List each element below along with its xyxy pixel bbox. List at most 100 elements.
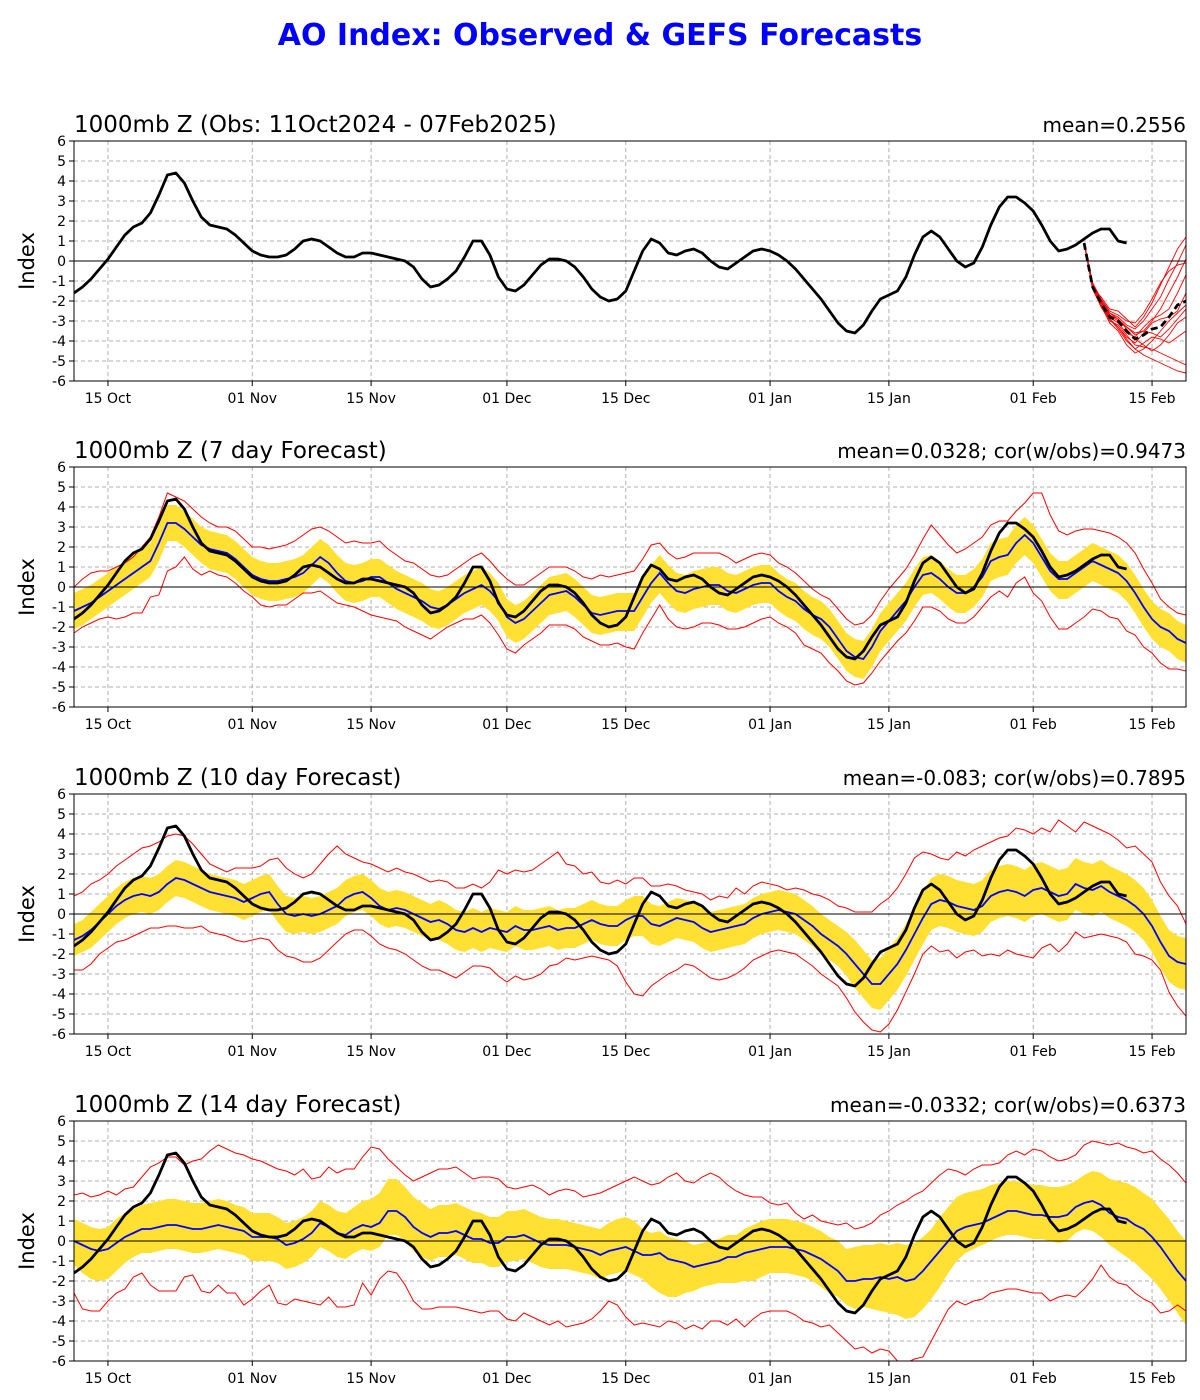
y-tick-label: -5 [52,1334,66,1350]
observed-line [74,1151,1127,1315]
y-tick-label: 0 [57,1234,66,1250]
ensemble-member-line [1083,236,1186,328]
y-tick-label: 2 [57,867,66,883]
observed-line [74,497,1127,661]
y-tick-label: 2 [57,1194,66,1210]
y-tick-label: -3 [52,1294,66,1310]
x-tick-label: 01 Jan [748,717,792,733]
y-tick-label: -1 [52,274,66,290]
x-tick-label: 15 Feb [1129,391,1176,407]
x-tick-label: 15 Jan [867,391,911,407]
panel-stat: mean=0.2556 [1043,113,1186,137]
y-tick-label: 4 [57,1154,66,1170]
y-tick-label: -2 [52,620,66,636]
y-tick-label: -6 [52,700,66,716]
x-tick-label: 01 Dec [482,717,531,733]
y-tick-label: -2 [52,947,66,963]
extreme-lower-line [74,925,1186,1033]
x-tick-label: 01 Feb [1010,1371,1057,1387]
x-tick-label: 15 Nov [346,1371,396,1387]
x-tick-label: 01 Jan [748,391,792,407]
panel-3: -6 -5 -4 -3 -2 -1 0 1 2 3 4 5 6 15 Oct 01 Nov 15 Nov 01 … [15,765,1187,1060]
panel-title: 1000mb Z (10 day Forecast) [74,765,401,791]
extreme-upper-line [74,492,1186,626]
extreme-lower-line [74,1264,1186,1361]
y-tick-label: -1 [52,600,66,616]
y-tick-label: 6 [57,460,66,476]
extreme-upper-line [74,819,1186,925]
y-tick-label: 4 [57,500,66,516]
panel-stat: mean=-0.0332; cor(w/obs)=0.6373 [830,1093,1186,1117]
y-tick-label: -1 [52,1254,66,1270]
x-tick-label: 01 Feb [1010,391,1057,407]
x-tick-label: 15 Oct [85,1044,132,1060]
x-tick-label: 15 Feb [1129,717,1176,733]
y-tick-label: 0 [57,254,66,270]
ensemble-member-line [1083,242,1186,344]
y-tick-label: 4 [57,827,66,843]
y-axis-label: Index [15,558,39,616]
y-tick-label: -4 [52,987,66,1003]
observed-line [74,824,1127,988]
plot-area [74,819,1186,1033]
plot-area [74,1140,1186,1361]
ensemble-member-line [1083,242,1186,324]
x-tick-label: 15 Nov [346,391,396,407]
panel-stat: mean=-0.083; cor(w/obs)=0.7895 [843,766,1186,790]
y-tick-label: -3 [52,967,66,983]
y-tick-label: 6 [57,787,66,803]
y-tick-label: -5 [52,680,66,696]
x-tick-label: 15 Oct [85,1371,132,1387]
observed-line [74,171,1127,335]
x-tick-label: 01 Dec [482,391,531,407]
x-tick-label: 15 Jan [867,1044,911,1060]
x-tick-label: 01 Jan [748,1044,792,1060]
panel-title: 1000mb Z (Obs: 11Oct2024 - 07Feb2025) [74,112,557,138]
x-tick-label: 01 Dec [482,1044,531,1060]
y-tick-label: 5 [57,480,66,496]
figure-title: AO Index: Observed & GEFS Forecasts [277,18,923,53]
panel-stat: mean=0.0328; cor(w/obs)=0.9473 [837,439,1186,463]
y-tick-label: -4 [52,1314,66,1330]
x-tick-label: 01 Nov [227,1044,277,1060]
y-tick-label: -3 [52,640,66,656]
x-tick-label: 15 Feb [1129,1044,1176,1060]
extreme-upper-line [74,1140,1186,1230]
y-tick-label: 3 [57,847,66,863]
x-tick-label: 15 Dec [601,1044,650,1060]
y-tick-label: -6 [52,1027,66,1043]
y-axis-label: Index [15,1212,39,1270]
x-tick-label: 01 Feb [1010,717,1057,733]
x-tick-label: 01 Feb [1010,1044,1057,1060]
y-tick-label: 5 [57,154,66,170]
spread-band [74,505,1186,679]
y-tick-label: -1 [52,927,66,943]
y-tick-label: 3 [57,194,66,210]
y-tick-label: 3 [57,1174,66,1190]
y-tick-label: 1 [57,1214,66,1230]
ensemble-member-line [1083,242,1186,366]
x-tick-label: 01 Dec [482,1371,531,1387]
x-tick-label: 15 Dec [601,717,650,733]
spread-band [74,1171,1186,1325]
panel-4: -6 -5 -4 -3 -2 -1 0 1 2 3 4 5 6 15 Oct 01 Nov 15 Nov 01 … [15,1092,1187,1387]
y-tick-label: -2 [52,1274,66,1290]
ensemble-mean-line [74,522,1186,661]
x-tick-label: 15 Nov [346,717,396,733]
plot-area [74,171,1186,374]
y-axis-label: Index [15,885,39,943]
x-tick-label: 15 Dec [601,391,650,407]
x-tick-label: 01 Nov [227,717,277,733]
y-tick-label: 3 [57,520,66,536]
y-tick-label: -6 [52,1354,66,1370]
x-tick-label: 15 Jan [867,1371,911,1387]
y-tick-label: 2 [57,214,66,230]
y-tick-label: -6 [52,374,66,390]
y-tick-label: -3 [52,314,66,330]
y-tick-label: 6 [57,1114,66,1130]
y-tick-label: -5 [52,354,66,370]
forecast-mean-dashed-line [1082,242,1186,341]
extreme-lower-line [74,556,1186,686]
